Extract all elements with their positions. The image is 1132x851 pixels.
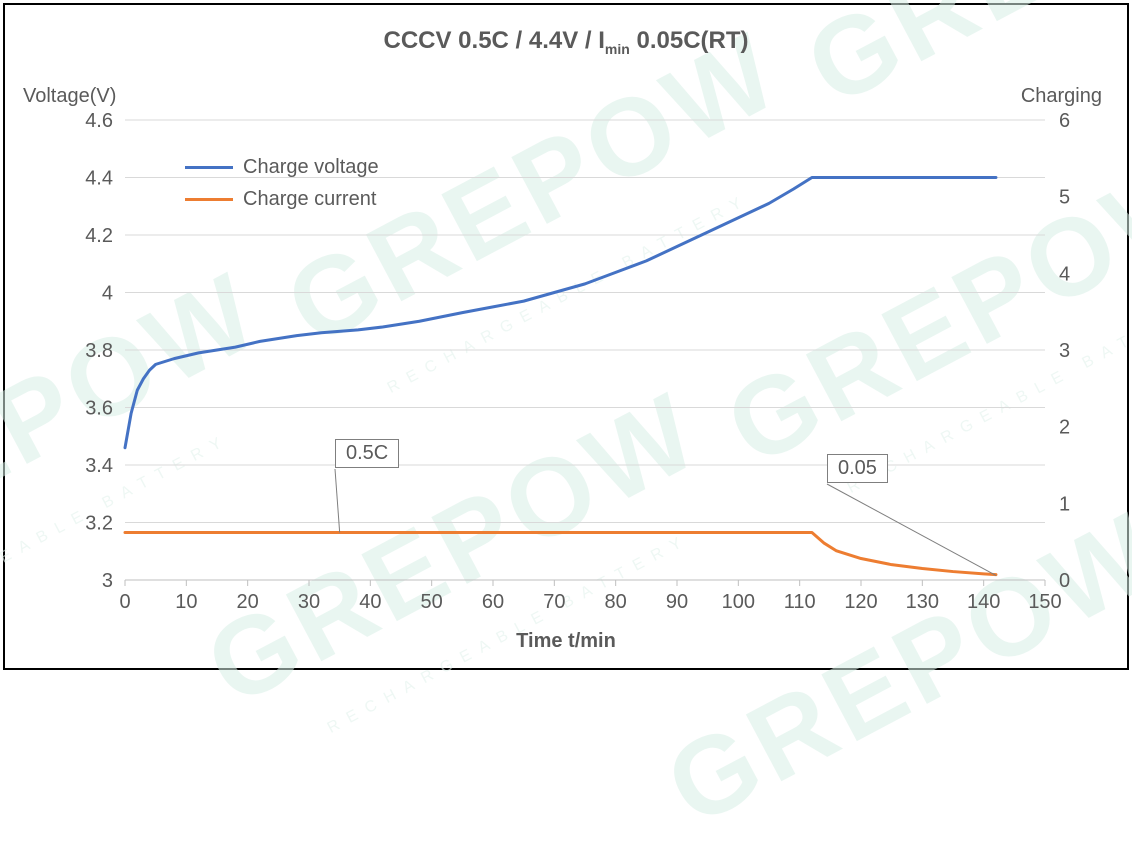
- callout-leader: [827, 484, 996, 575]
- y1-tick-label: 3.6: [85, 398, 113, 420]
- x-tick-label: 0: [119, 591, 130, 613]
- x-tick-label: 40: [359, 591, 381, 613]
- chart-frame: GREPOW RECHARGEABLE BATTERY GREPOW RECHA…: [3, 3, 1129, 670]
- x-tick-label: 20: [237, 591, 259, 613]
- y2-tick-label: 2: [1059, 417, 1070, 439]
- y1-tick-label: 3.4: [85, 455, 113, 477]
- y2-tick-label: 3: [1059, 340, 1070, 362]
- x-tick-label: 130: [906, 591, 939, 613]
- y1-tick-label: 3.2: [85, 513, 113, 535]
- y2-tick-label: 5: [1059, 187, 1070, 209]
- x-tick-label: 150: [1028, 591, 1061, 613]
- y1-tick-label: 4.2: [85, 225, 113, 247]
- x-tick-label: 90: [666, 591, 688, 613]
- chart-layer: 010203040506070809010011012013014015033.…: [5, 5, 1127, 668]
- y1-tick-label: 4.4: [85, 168, 113, 190]
- y1-tick-label: 3: [102, 570, 113, 592]
- callout-box: 0.05: [827, 454, 888, 483]
- chart-svg: 010203040506070809010011012013014015033.…: [5, 5, 1131, 672]
- x-tick-label: 50: [421, 591, 443, 613]
- x-tick-label: 100: [722, 591, 755, 613]
- callout-box: 0.5C: [335, 439, 399, 468]
- y2-tick-label: 6: [1059, 110, 1070, 132]
- x-tick-label: 60: [482, 591, 504, 613]
- x-tick-label: 80: [605, 591, 627, 613]
- current-line: [125, 532, 996, 574]
- x-tick-label: 110: [784, 591, 816, 613]
- x-tick-label: 30: [298, 591, 320, 613]
- x-tick-label: 10: [175, 591, 197, 613]
- y1-tick-label: 4.6: [85, 110, 113, 132]
- y1-tick-label: 3.8: [85, 340, 113, 362]
- y1-tick-label: 4: [102, 283, 113, 305]
- y2-tick-label: 0: [1059, 570, 1070, 592]
- x-tick-label: 70: [543, 591, 565, 613]
- x-tick-label: 140: [967, 591, 1000, 613]
- x-tick-label: 120: [844, 591, 877, 613]
- y2-tick-label: 1: [1059, 493, 1070, 515]
- y2-tick-label: 4: [1059, 263, 1070, 285]
